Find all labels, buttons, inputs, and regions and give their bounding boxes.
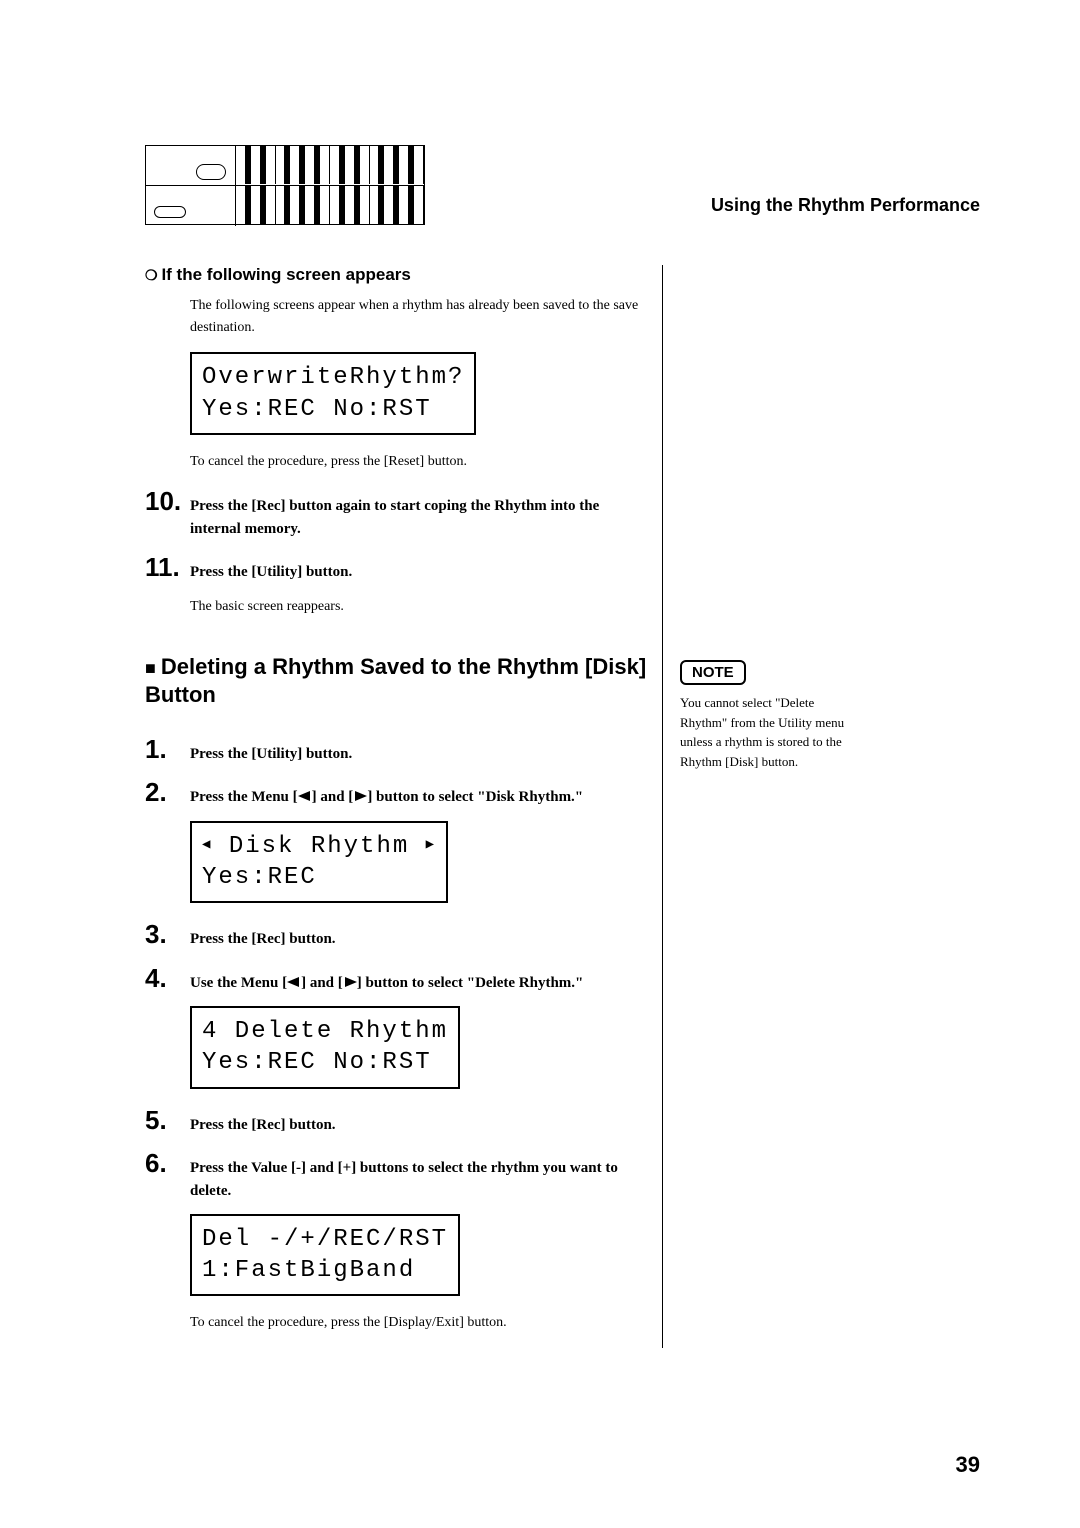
step-10: 10. Press the [Rec] button again to star… (145, 486, 650, 540)
lcd-disk-rhythm: Disk Rhythm Yes:REC (190, 821, 448, 903)
lcd-text: Disk Rhythm (212, 833, 425, 860)
step-text: Press the [Utility] button. (190, 743, 650, 766)
step-text: Press the [Rec] button. (190, 1114, 650, 1137)
column-divider (662, 265, 663, 1348)
arrow-right-icon (343, 977, 357, 987)
arrow-right-icon (353, 791, 367, 801)
step-text: Press the Menu [ ] and [ ] button to selec… (190, 786, 650, 809)
step-number: 11. (145, 552, 190, 583)
intro-body-2: To cancel the procedure, press the [Rese… (190, 451, 650, 473)
arrow-left-icon (287, 977, 301, 987)
step-number: 3. (145, 919, 190, 950)
step-11: 11. Press the [Utility] button. (145, 552, 650, 584)
lcd-overwrite: OverwriteRhythm? Yes:REC No:RST (190, 352, 476, 434)
text-part: ] button to select "Disk Rhythm." (367, 789, 583, 805)
step-6: 6. Press the Value [-] and [+] buttons t… (145, 1148, 650, 1202)
section-title: Using the Rhythm Performance (485, 195, 980, 216)
step-11-body: The basic screen reappears. (190, 596, 650, 618)
text-part: ] and [ (312, 789, 354, 805)
lcd-del-select: Del -/+/REC/RST 1:FastBigBand (190, 1214, 460, 1296)
arrow-left-icon (298, 791, 312, 801)
section-heading: Deleting a Rhythm Saved to the Rhythm [D… (145, 653, 650, 710)
left-column: If the following screen appears The foll… (145, 265, 650, 1348)
text-part: ] button to select "Delete Rhythm." (357, 975, 584, 991)
step-text: Press the [Utility] button. (190, 561, 650, 584)
lcd-arrow-right-icon (426, 833, 436, 860)
lcd-delete-rhythm: 4 Delete Rhythm Yes:REC No:RST (190, 1006, 460, 1088)
step-text: Use the Menu [ ] and [ ] button to select … (190, 972, 650, 995)
page-header: Using the Rhythm Performance (145, 145, 980, 225)
lcd-line: Yes:REC (202, 862, 436, 893)
lcd-line: 1:FastBigBand (202, 1255, 448, 1286)
step-number: 6. (145, 1148, 190, 1179)
text-part: ] and [ (301, 975, 343, 991)
main-content: If the following screen appears The foll… (145, 265, 980, 1348)
lcd-line: Disk Rhythm (202, 831, 436, 862)
lcd-line: Del -/+/REC/RST (202, 1224, 448, 1255)
step-text: Press the Value [-] and [+] buttons to s… (190, 1157, 650, 1202)
bullet-heading: If the following screen appears (145, 265, 650, 285)
note-label: NOTE (680, 660, 746, 685)
step-3: 3. Press the [Rec] button. (145, 919, 650, 951)
page-number: 39 (956, 1452, 980, 1478)
step-number: 1. (145, 734, 190, 765)
step-number: 5. (145, 1105, 190, 1136)
lcd-line: OverwriteRhythm? (202, 362, 464, 393)
step-2: 2. Press the Menu [ ] and [ ] button to se… (145, 777, 650, 809)
device-illustration (145, 145, 425, 225)
right-column: NOTE You cannot select "Delete Rhythm" f… (680, 265, 860, 1348)
body-end: To cancel the procedure, press the [Disp… (190, 1312, 650, 1334)
step-number: 10. (145, 486, 190, 517)
step-text: Press the [Rec] button. (190, 928, 650, 951)
text-part: Use the Menu [ (190, 975, 287, 991)
note-container: NOTE You cannot select "Delete Rhythm" f… (680, 660, 860, 771)
step-1: 1. Press the [Utility] button. (145, 734, 650, 766)
text-part: Press the Menu [ (190, 789, 298, 805)
lcd-arrow-left-icon (202, 833, 212, 860)
note-text: You cannot select "Delete Rhythm" from t… (680, 693, 860, 771)
step-number: 4. (145, 963, 190, 994)
intro-body-1: The following screens appear when a rhyt… (190, 295, 650, 338)
step-text: Press the [Rec] button again to start co… (190, 495, 650, 540)
lcd-line: Yes:REC No:RST (202, 1047, 448, 1078)
step-5: 5. Press the [Rec] button. (145, 1105, 650, 1137)
step-number: 2. (145, 777, 190, 808)
lcd-line: Yes:REC No:RST (202, 394, 464, 425)
step-4: 4. Use the Menu [ ] and [ ] button to sele… (145, 963, 650, 995)
lcd-line: 4 Delete Rhythm (202, 1016, 448, 1047)
